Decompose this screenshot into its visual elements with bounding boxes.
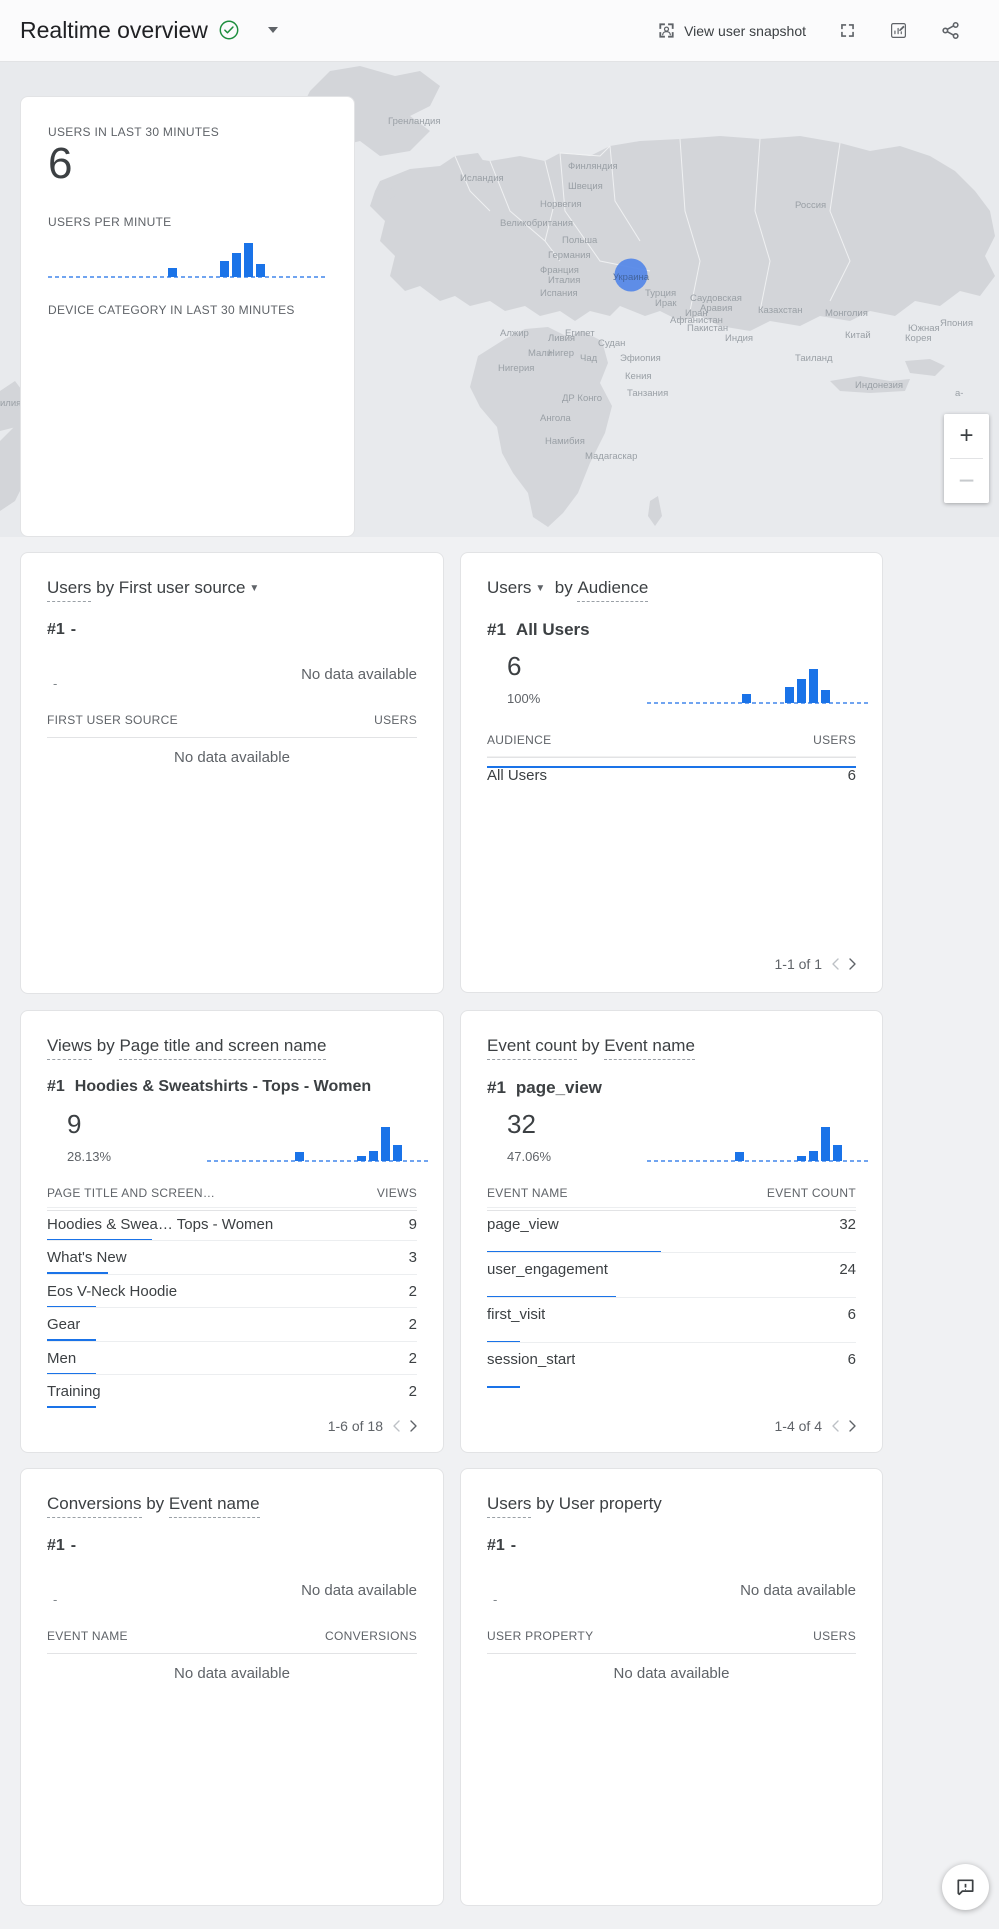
svg-text:Япония: Япония [940, 318, 973, 329]
svg-text:Украина: Украина [613, 272, 650, 283]
svg-text:Ирак: Ирак [655, 298, 677, 309]
svg-text:Индонезия: Индонезия [855, 380, 903, 391]
svg-text:Италия: Италия [548, 275, 580, 286]
svg-text:Швеция: Швеция [568, 181, 603, 192]
svg-text:Корея: Корея [905, 333, 932, 344]
svg-text:Судан: Судан [598, 338, 625, 349]
svg-text:Египет: Египет [565, 328, 595, 339]
svg-text:Намибия: Намибия [545, 436, 585, 447]
svg-text:Гренландия: Гренландия [388, 116, 441, 127]
svg-text:Ангола: Ангола [540, 413, 571, 424]
svg-text:Норвегия: Норвегия [540, 199, 582, 210]
svg-text:Казахстан: Казахстан [758, 305, 803, 316]
svg-text:Монголия: Монголия [825, 308, 868, 319]
svg-text:Танзания: Танзания [627, 388, 668, 399]
svg-text:Нигерия: Нигерия [498, 363, 534, 374]
svg-text:Алжир: Алжир [500, 328, 529, 339]
svg-text:Россия: Россия [795, 200, 826, 211]
svg-text:Исландия: Исландия [460, 173, 504, 184]
svg-text:Нигер: Нигер [548, 348, 574, 359]
svg-text:Великобритания: Великобритания [500, 218, 573, 229]
svg-text:Китай: Китай [845, 330, 871, 341]
svg-text:Таиланд: Таиланд [795, 353, 833, 364]
svg-text:Чад: Чад [580, 353, 598, 364]
svg-text:Испания: Испания [540, 288, 578, 299]
svg-text:Финляндия: Финляндия [568, 161, 618, 172]
svg-text:Афганистан: Афганистан [670, 315, 723, 326]
svg-text:Германия: Германия [548, 250, 591, 261]
svg-text:Мадагаскар: Мадагаскар [585, 451, 637, 462]
svg-text:а-: а- [955, 388, 963, 399]
svg-text:Кения: Кения [625, 371, 652, 382]
svg-text:Индия: Индия [725, 333, 753, 344]
svg-text:ДР Конго: ДР Конго [562, 393, 602, 404]
svg-text:Аравия: Аравия [700, 303, 732, 314]
svg-text:Эфиопия: Эфиопия [620, 353, 661, 364]
svg-text:Польша: Польша [562, 235, 598, 246]
svg-text:илия: илия [0, 398, 21, 409]
